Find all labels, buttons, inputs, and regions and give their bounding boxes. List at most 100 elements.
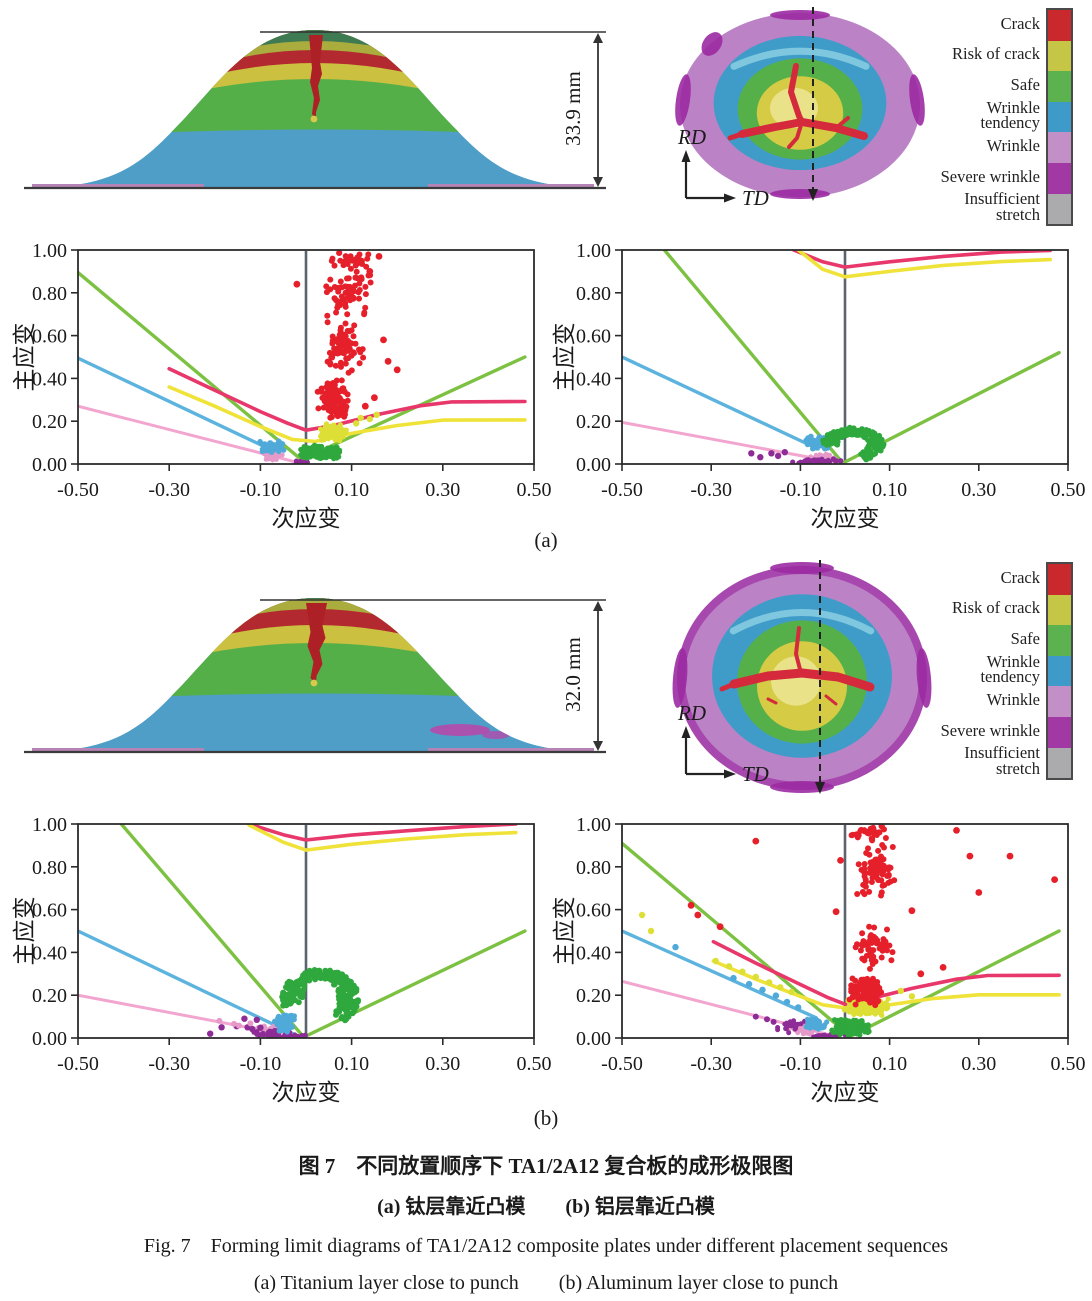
dome-top-view-a: RD TD xyxy=(675,7,925,210)
legend-label: Wrinkle xyxy=(986,689,1040,709)
dome-shell xyxy=(54,30,576,187)
y-axis-label: 主应变 xyxy=(12,897,37,966)
y-axis-label: 主应变 xyxy=(12,323,37,392)
x-tick-label: -0.10 xyxy=(240,1053,282,1075)
legend-label: Insufficient stretch xyxy=(964,743,1040,778)
x-tick-label: -0.30 xyxy=(148,479,190,501)
crack-mark xyxy=(719,681,737,692)
top-view-shell xyxy=(675,7,925,201)
subfigure-label-a: (a) xyxy=(534,528,558,552)
legend-swatch xyxy=(1048,686,1071,717)
fld-chart-b-left: -0.50 -0.30 -0.10 0.10 0.30 0.50 0.00 0.20 0.40 0… xyxy=(12,814,552,1105)
y-tick-label: 0.60 xyxy=(32,900,67,922)
x-tick-label: 0.50 xyxy=(1051,479,1086,501)
dome-shell xyxy=(54,598,576,751)
boundary-lines xyxy=(622,841,1061,1038)
scatter-points xyxy=(638,824,1058,1038)
forming-limit-crimson xyxy=(247,824,518,842)
legend-label: Wrinkle xyxy=(986,135,1040,155)
safe-limit-green xyxy=(119,824,527,1038)
x-tick-label: 0.50 xyxy=(517,1053,552,1075)
height-dimension: 33.9 mm xyxy=(260,31,606,187)
y-tick-label: 0.20 xyxy=(32,985,67,1007)
legend-swatch xyxy=(1048,10,1071,41)
y-tick-label: 0.20 xyxy=(576,985,611,1007)
caption-en-title: Fig. 7 Forming limit diagrams of TA1/2A1… xyxy=(143,1235,949,1257)
y-tick-label: 0.80 xyxy=(576,857,611,879)
scatter-points xyxy=(207,967,361,1038)
y-tick-label: 0.00 xyxy=(576,454,611,476)
legend-swatch xyxy=(1048,655,1071,687)
x-tick-label: 0.10 xyxy=(872,479,907,501)
legend-swatch xyxy=(1048,193,1071,225)
fld-chart-b-right: -0.50 -0.30 -0.10 0.10 0.30 0.50 0.00 0.20 0.40 0… xyxy=(552,814,1086,1105)
legend-swatch xyxy=(1048,132,1071,163)
y-tick-label: 0.20 xyxy=(32,411,67,433)
scatter-points xyxy=(257,250,401,464)
direction-axes: RD TD xyxy=(677,701,769,786)
legend-label: Safe xyxy=(1010,628,1040,648)
risk-limit-yellow xyxy=(167,385,527,444)
legend-label: Crack xyxy=(1000,13,1040,33)
x-axis-label: 次应变 xyxy=(272,506,341,531)
x-axis-label: 次应变 xyxy=(811,506,880,531)
legend-swatch xyxy=(1048,101,1071,133)
caption-zh-sub: (a) 钛层靠近凸模 (b) 铝层靠近凸模 xyxy=(377,1196,715,1218)
x-tick-label: 0.10 xyxy=(872,1053,907,1075)
x-tick-label: 0.10 xyxy=(334,1053,369,1075)
strain-state-legend-a: Crack Risk of crack Safe Wrinkle tendency Wr… xyxy=(934,8,1073,227)
x-tick-label: 0.30 xyxy=(425,479,460,501)
legend-swatch xyxy=(1048,594,1071,626)
top-view-shell xyxy=(672,560,932,794)
wrinkle-limit-pink xyxy=(622,420,836,464)
legend-swatch xyxy=(1048,162,1071,194)
caption-zh-title: 图 7 不同放置顺序下 TA1/2A12 复合板的成形极限图 xyxy=(298,1154,794,1178)
wrinkle-tendency-limit-blue xyxy=(622,355,820,451)
axes: -0.50 -0.30 -0.10 0.10 0.30 0.50 0.00 0.20 0.40 0… xyxy=(12,240,552,531)
y-tick-label: 0.40 xyxy=(576,368,611,390)
rd-label: RD xyxy=(677,125,706,149)
fld-chart-a-right: -0.50 -0.30 -0.10 0.10 0.30 0.50 0.00 0.20 0.40 0… xyxy=(552,240,1086,531)
y-tick-label: 0.40 xyxy=(32,368,67,390)
legend-label: Safe xyxy=(1010,74,1040,94)
subfigure-label-b: (b) xyxy=(533,1106,559,1130)
legend-swatch xyxy=(1048,71,1071,102)
dome-side-view-a: 33.9 mm xyxy=(24,30,606,190)
legend-swatch xyxy=(1048,40,1071,72)
legend-colorbar xyxy=(1046,562,1073,781)
x-tick-label: -0.30 xyxy=(690,1053,732,1075)
x-axis-label: 次应变 xyxy=(272,1080,341,1105)
legend-colorbar xyxy=(1046,8,1073,227)
direction-axes: RD TD xyxy=(677,125,769,210)
x-tick-label: -0.50 xyxy=(601,479,643,501)
y-tick-label: 0.00 xyxy=(32,454,67,476)
crack-mark xyxy=(788,63,805,125)
axes: -0.50 -0.30 -0.10 0.10 0.30 0.50 0.00 0.20 0.40 0… xyxy=(552,814,1086,1105)
fld-chart-a-left: -0.50 -0.30 -0.10 0.10 0.30 0.50 0.00 0.20 0.40 0… xyxy=(12,240,552,531)
legend-label: Wrinkle tendency xyxy=(980,651,1040,687)
legend-label: Severe wrinkle xyxy=(940,720,1040,740)
dome-top-view-b: RD TD xyxy=(672,560,932,794)
forming-limit-crimson xyxy=(791,250,1053,269)
x-tick-label: 0.30 xyxy=(961,1053,996,1075)
td-label: TD xyxy=(742,762,769,786)
wrinkle-tendency-limit-blue xyxy=(622,929,818,1020)
legend-label: Crack xyxy=(1000,567,1040,587)
crack-mark xyxy=(306,603,327,684)
y-tick-label: 0.60 xyxy=(576,326,611,348)
y-tick-label: 0.00 xyxy=(32,1028,67,1050)
y-tick-label: 1.00 xyxy=(32,240,67,262)
x-tick-label: -0.10 xyxy=(780,479,822,501)
dome-side-view-b: 32.0 mm xyxy=(24,598,606,754)
y-axis-label: 主应变 xyxy=(552,323,577,392)
y-tick-label: 0.40 xyxy=(576,942,611,964)
y-tick-label: 0.60 xyxy=(576,900,611,922)
wrinkle-tendency-limit-blue xyxy=(78,356,283,457)
x-tick-label: -0.50 xyxy=(57,1053,99,1075)
axes: -0.50 -0.30 -0.10 0.10 0.30 0.50 0.00 0.20 0.40 0… xyxy=(552,240,1086,531)
crack-mark xyxy=(309,35,323,120)
rd-label: RD xyxy=(677,701,706,725)
risk-limit-yellow xyxy=(247,824,518,852)
crack-mark xyxy=(727,131,745,141)
